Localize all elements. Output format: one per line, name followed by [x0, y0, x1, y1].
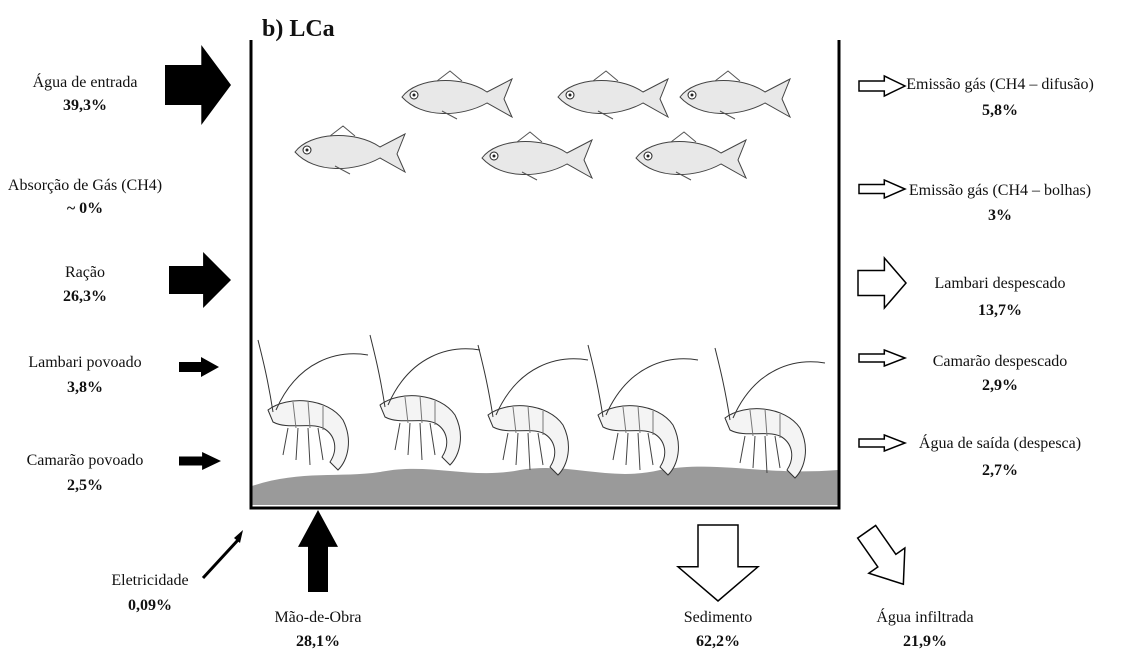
fish-part — [679, 77, 792, 119]
fish-part — [412, 93, 416, 97]
arrow — [179, 357, 219, 377]
shrimp — [714, 347, 826, 479]
output-value: 2,9% — [982, 377, 1018, 394]
fish-part — [690, 93, 694, 97]
shrimp-part — [257, 339, 369, 413]
fish-part — [436, 70, 463, 120]
arrow — [165, 45, 231, 125]
shrimp-part — [502, 432, 544, 471]
title: b) LCa — [262, 16, 335, 42]
arrow — [858, 74, 907, 98]
fish-part — [492, 154, 496, 158]
output-value: 2,7% — [982, 462, 1018, 479]
fish — [635, 131, 748, 181]
output-value: 21,9% — [903, 633, 947, 650]
input-label: Eletricidade — [111, 572, 188, 589]
shrimp-part — [379, 395, 461, 466]
output-value: 3% — [988, 207, 1012, 224]
tank — [249, 40, 841, 510]
input-value: ~ 0% — [67, 200, 103, 217]
shrimp-part — [487, 405, 569, 476]
arrow — [858, 178, 907, 200]
fish-part — [646, 154, 650, 158]
fish-part — [516, 131, 543, 181]
shrimp-part — [749, 408, 781, 438]
arrow — [858, 433, 908, 453]
fish — [294, 125, 407, 175]
shrimp-part — [292, 400, 324, 430]
shrimp-part — [739, 435, 781, 474]
fish — [557, 70, 670, 120]
output-label: Lambari despescado — [934, 275, 1065, 292]
input-value: 28,1% — [296, 633, 340, 650]
fish-part — [557, 77, 670, 119]
shrimp-part — [512, 405, 544, 435]
arrow — [675, 524, 761, 602]
shrimp-part — [369, 334, 481, 408]
fish-part — [305, 148, 309, 152]
shrimp-part — [597, 405, 679, 476]
fish-part — [592, 70, 619, 120]
shrimp-part — [404, 395, 436, 425]
fish-part — [294, 132, 407, 174]
output-value: 5,8% — [982, 102, 1018, 119]
fish — [679, 70, 792, 120]
arrow — [857, 255, 907, 311]
output-label: Camarão despescado — [933, 353, 1068, 370]
fish-part — [635, 138, 748, 180]
input-value: 39,3% — [63, 97, 107, 114]
input-label: Absorção de Gás (CH4) — [8, 177, 162, 194]
fish-part — [401, 77, 514, 119]
output-label: Emissão gás (CH4 – difusão) — [906, 76, 1094, 93]
output-label: Água de saída (despesca) — [919, 433, 1081, 452]
input-value: 26,3% — [63, 288, 107, 305]
arrow — [856, 524, 906, 586]
input-label: Camarão povoado — [27, 452, 144, 469]
shrimp — [587, 344, 699, 476]
shrimp-part — [282, 427, 324, 466]
shrimp — [369, 334, 481, 466]
sediment — [252, 466, 838, 505]
shrimp-part — [622, 405, 654, 435]
shrimp — [477, 344, 589, 476]
arrow-head — [234, 530, 243, 543]
input-value: 3,8% — [67, 379, 103, 396]
shrimp-part — [267, 400, 349, 471]
fish-part — [481, 138, 594, 180]
output-label: Emissão gás (CH4 – bolhas) — [909, 182, 1091, 199]
arrow — [858, 348, 908, 368]
arrow-line — [201, 538, 240, 580]
arrow — [298, 510, 338, 592]
arrow — [179, 452, 221, 470]
input-value: 0,09% — [128, 597, 172, 614]
input-label: Ração — [65, 264, 105, 281]
output-label: Água infiltrada — [876, 607, 973, 626]
input-value: 2,5% — [67, 477, 103, 494]
fish-part — [714, 70, 741, 120]
input-label: Lambari povoado — [28, 354, 141, 371]
arrow — [169, 252, 231, 308]
shrimp-part — [724, 408, 806, 479]
input-label: Água de entrada — [33, 72, 138, 91]
fish — [401, 70, 514, 120]
fish-part — [329, 125, 356, 175]
shrimp-part — [612, 432, 654, 471]
output-label: Sedimento — [684, 609, 752, 626]
fish-part — [670, 131, 697, 181]
shrimp-part — [714, 347, 826, 421]
shrimp-part — [394, 422, 436, 461]
shrimp-part — [587, 344, 699, 418]
fish-part — [568, 93, 572, 97]
shrimp — [257, 339, 369, 471]
output-value: 13,7% — [978, 302, 1022, 319]
input-label: Mão-de-Obra — [274, 609, 361, 626]
shrimp-part — [477, 344, 589, 418]
fish — [481, 131, 594, 181]
output-value: 62,2% — [696, 633, 740, 650]
